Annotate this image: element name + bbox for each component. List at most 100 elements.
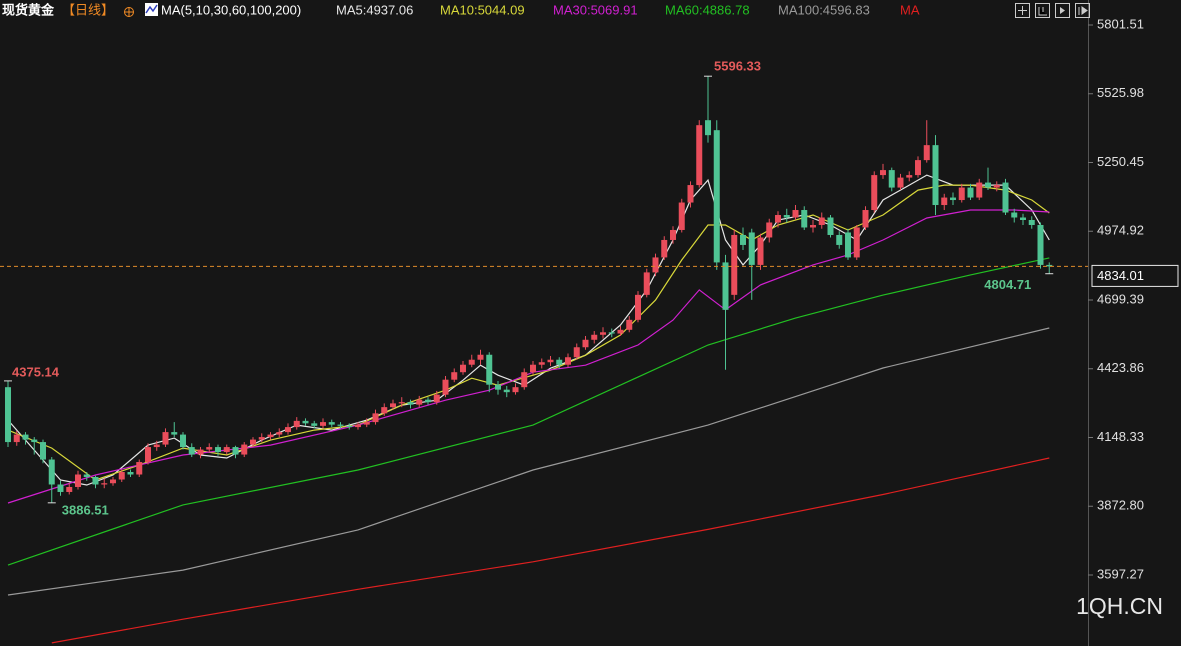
ma-line [7,327,1050,596]
candle-body [398,402,405,404]
candle-body [503,389,510,393]
candle-body [696,125,703,186]
candle-body [1046,264,1053,267]
legend-entry: MA10:5044.09 [440,2,525,17]
candle-body [486,354,493,385]
plot-area [5,76,1053,644]
candle-body [792,210,799,218]
candle-body [311,423,318,426]
candle-body [976,182,983,198]
legend-entry: MA60:4886.78 [665,2,750,17]
candle-body [906,175,913,178]
y-tick-label: 5801.51 [1097,16,1144,31]
candle-body [670,229,676,240]
y-tick-label: 4699.39 [1097,291,1144,306]
last-price-tag [1091,264,1179,287]
candle-body [118,472,125,480]
candle-body [617,329,624,334]
candle-body [1037,224,1044,265]
candle-body [591,334,598,340]
extreme-label: 5596.33 [714,59,761,74]
candle-body [556,359,563,365]
y-tick-label: 3872.80 [1097,498,1144,513]
candle-body [538,362,545,365]
y-tick-label: 5525.98 [1097,85,1144,100]
candle-body [582,339,589,348]
candle-body [923,145,930,161]
candle-body [223,447,230,453]
candle-body [381,407,388,414]
extreme-label: 3886.51 [62,502,109,517]
candle-body [320,422,326,426]
candle-body [66,486,73,492]
candle-body [31,439,38,443]
candle-body [836,234,843,245]
ma-line [7,209,1050,504]
candle-body [608,332,615,334]
candle-body [241,444,248,455]
candle-body [915,160,921,176]
indicator-icon[interactable] [145,3,158,16]
candle-body [451,372,458,380]
candle-body [643,272,650,295]
candle-body [215,447,221,453]
candle-body [547,359,554,363]
candle-body [75,474,81,487]
toolbar-icons[interactable] [1015,3,1090,18]
candle-body [818,217,825,225]
candle-body [425,399,431,403]
candle-body [13,434,20,443]
candle-body [748,232,755,265]
last-price-label: 4834.01 [1097,268,1144,283]
period-label: 【日线】 [62,2,114,17]
chart-title: 现货黄金 [2,2,55,17]
candle-body [967,187,974,198]
candle-body [407,402,414,405]
candle-body [810,224,816,228]
extreme-label: 4375.14 [12,364,60,379]
candle-body [197,449,204,455]
candle-body [783,215,790,218]
legend-entry: MA30:5069.91 [553,2,638,17]
candle-body [713,130,720,263]
candle-body [932,145,939,206]
legend-entry: MA [900,2,920,17]
candle-body [363,422,370,425]
candle-body [153,444,160,448]
ma-line [51,457,1050,644]
candle-body [302,420,309,424]
candle-body [433,394,440,403]
candle-body [871,175,878,211]
candle-body [661,239,668,258]
extreme-label: 4804.71 [984,277,1031,292]
candle-body [468,359,475,365]
candle-body [941,197,948,206]
candle-body [48,459,55,485]
candle-body [390,403,396,408]
watermark: 1QH.CN [1076,593,1163,619]
candle-body [101,483,108,485]
candle-body [250,439,256,445]
candle-body [83,474,90,478]
candle-body [993,185,1000,188]
settings-icon[interactable] [124,7,134,17]
candle-body [346,425,353,428]
candle-body [1002,182,1009,213]
candle-body [57,484,64,492]
candle-body [285,427,291,433]
candle-body [267,434,274,438]
legend-entry: MA100:4596.83 [778,2,870,17]
candle-body [188,447,195,455]
candle-body [162,432,169,445]
candle-body [521,372,528,388]
candle-body [416,399,423,405]
candle-body [626,319,633,330]
candle-body [276,432,283,435]
candle-body [731,234,738,295]
candle-body [740,234,746,245]
indicator-label: MA(5,10,30,60,100,200) [161,2,301,17]
candle-body [573,347,580,358]
